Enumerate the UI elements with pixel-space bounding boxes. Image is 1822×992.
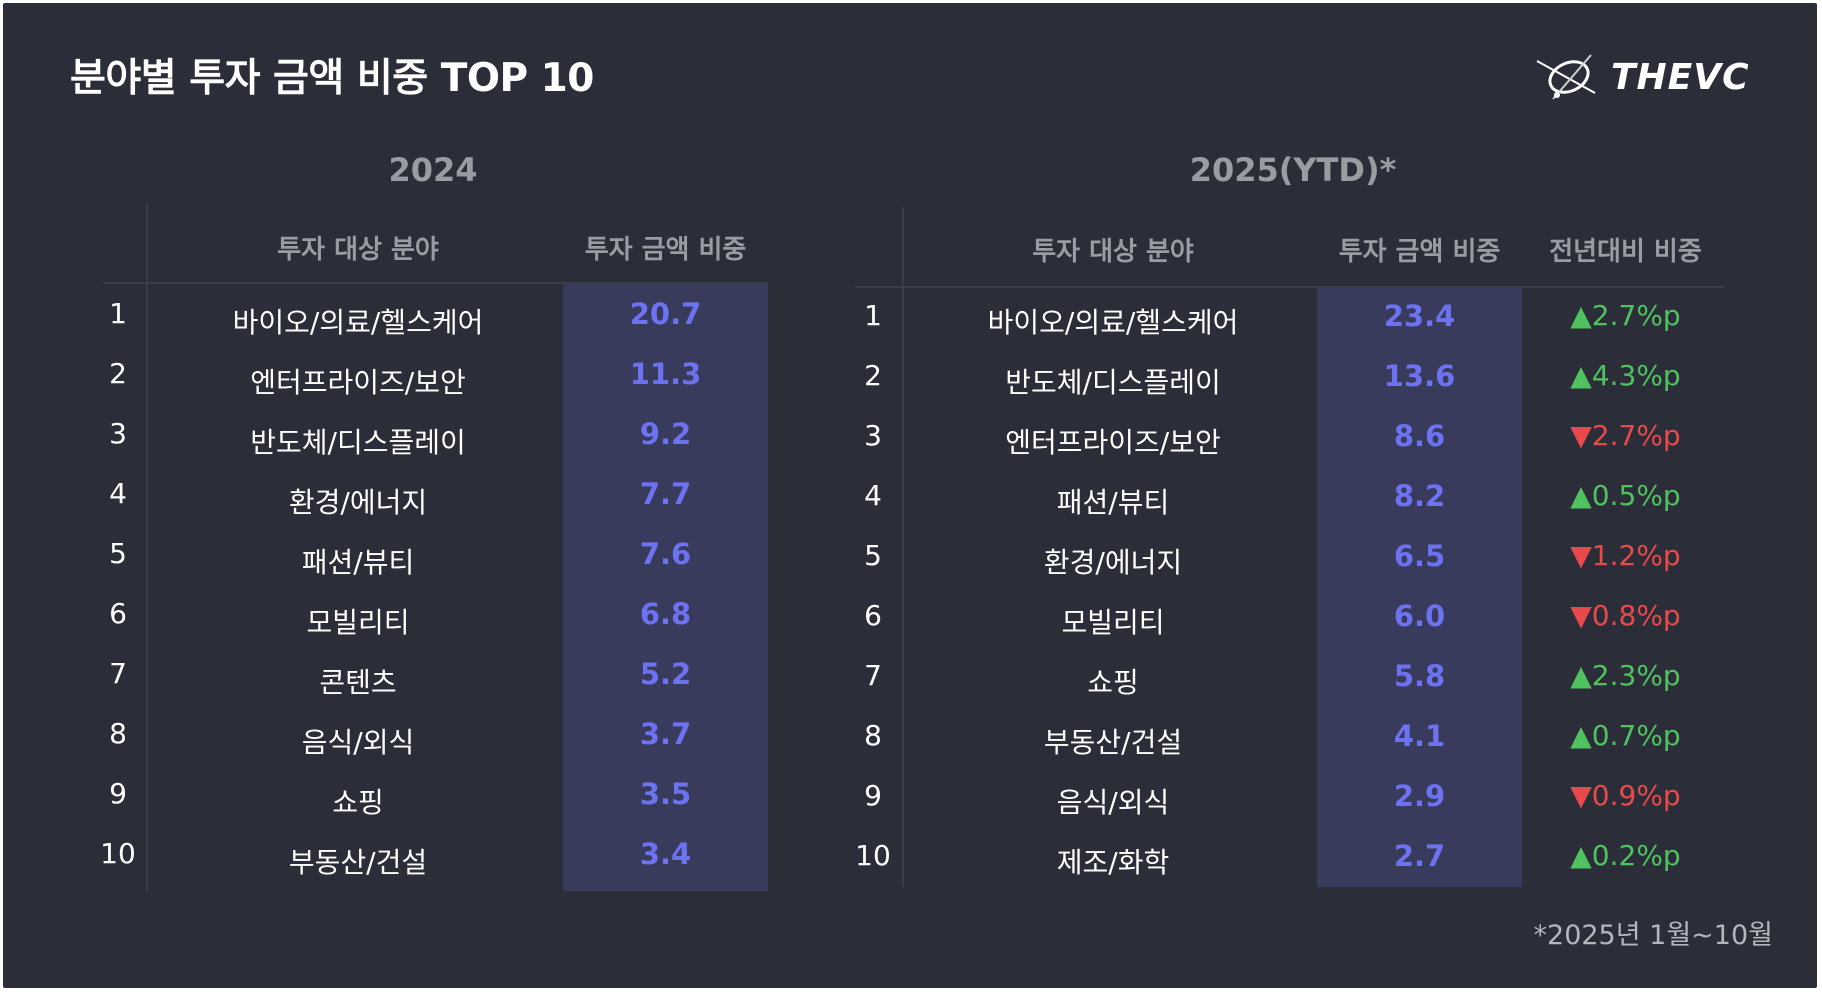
chart-card: 분야별 투자 금액 비중 TOP 10 THEVC 2024 투자 대상 분야 … bbox=[3, 3, 1817, 988]
table-2024-rank: 7 bbox=[109, 657, 127, 690]
table-2025-header-rule bbox=[855, 286, 1725, 288]
table-2025-change: ▲0.7%p bbox=[1570, 719, 1681, 752]
table-2025-share-value: 5.8 bbox=[1393, 659, 1446, 693]
table-2025-rank: 7 bbox=[864, 659, 882, 692]
table-2024-share-value: 9.2 bbox=[639, 417, 692, 451]
table-2025-share-highlight bbox=[1317, 288, 1522, 887]
table-2024-share-value: 7.6 bbox=[639, 537, 692, 571]
table-2024-rank: 2 bbox=[109, 357, 127, 390]
table-2025-category: 제조/화학 bbox=[1056, 846, 1170, 879]
table-2025-category: 음식/외식 bbox=[1056, 786, 1170, 819]
table-2025-share-value: 8.6 bbox=[1393, 419, 1446, 453]
table-2024-category: 모빌리티 bbox=[306, 606, 410, 639]
table-2025-share-value: 4.1 bbox=[1393, 719, 1446, 753]
thevc-logo: THEVC bbox=[1533, 49, 1763, 113]
table-2024-share-value: 6.8 bbox=[639, 597, 692, 631]
table-2024-category: 콘텐츠 bbox=[319, 666, 397, 699]
table-2025-category: 엔터프라이즈/보안 bbox=[1005, 426, 1221, 459]
table-2025-category: 패션/뷰티 bbox=[1056, 486, 1170, 519]
table-2024-rank: 9 bbox=[109, 777, 127, 810]
orbit-logo-icon bbox=[1536, 54, 1596, 100]
table-2024-title: 2024 bbox=[388, 151, 478, 189]
table-2025-change: ▲2.7%p bbox=[1570, 299, 1681, 332]
table-2024-share-value: 7.7 bbox=[639, 477, 692, 511]
table-2025-change: ▲0.2%p bbox=[1570, 839, 1681, 872]
table-2025-share-value: 2.9 bbox=[1393, 779, 1446, 813]
table-2024-rank: 10 bbox=[100, 837, 136, 870]
table-2025-change: ▼0.9%p bbox=[1570, 779, 1681, 812]
table-2024-rank: 4 bbox=[109, 477, 127, 510]
footnote: *2025년 1월~10월 bbox=[1533, 920, 1773, 951]
table-2025-header-change: 전년대비 비중 bbox=[1549, 237, 1702, 267]
table-2024-category: 엔터프라이즈/보안 bbox=[250, 366, 466, 399]
table-2025-share-value: 23.4 bbox=[1383, 299, 1456, 333]
table-2025-change: ▼0.8%p bbox=[1570, 599, 1681, 632]
table-2024-share-value: 3.7 bbox=[639, 717, 692, 751]
table-2025-share-value: 6.0 bbox=[1393, 599, 1446, 633]
table-2025-rank: 10 bbox=[855, 839, 891, 872]
table-2025-rank: 8 bbox=[864, 719, 882, 752]
table-2025-share-value: 6.5 bbox=[1393, 539, 1446, 573]
table-2025-category: 환경/에너지 bbox=[1043, 546, 1183, 579]
table-2024-share-highlight bbox=[563, 284, 768, 891]
table-2024-rank-divider bbox=[146, 203, 148, 891]
table-2025-change: ▼2.7%p bbox=[1570, 419, 1681, 452]
table-2024-category: 반도체/디스플레이 bbox=[250, 426, 466, 459]
table-2024-category: 부동산/건설 bbox=[288, 846, 428, 879]
table-2025-rank: 4 bbox=[864, 479, 882, 512]
table-2025-header-share: 투자 금액 비중 bbox=[1338, 237, 1501, 267]
table-2024-category: 환경/에너지 bbox=[288, 486, 428, 519]
page-title: 분야별 투자 금액 비중 TOP 10 bbox=[70, 56, 594, 101]
table-2025-share-value: 13.6 bbox=[1383, 359, 1456, 393]
table-2025-category: 부동산/건설 bbox=[1043, 726, 1183, 759]
table-2024-rank: 5 bbox=[109, 537, 127, 570]
table-2025-change: ▲4.3%p bbox=[1570, 359, 1681, 392]
table-2025-rank: 9 bbox=[864, 779, 882, 812]
table-2025-share-value: 2.7 bbox=[1393, 839, 1446, 873]
table-2024-header-rule bbox=[103, 282, 768, 284]
table-2024-header-share: 투자 금액 비중 bbox=[584, 235, 747, 265]
table-2025-change: ▲2.3%p bbox=[1570, 659, 1681, 692]
table-2024-category: 패션/뷰티 bbox=[301, 546, 415, 579]
table-2024-rank: 6 bbox=[109, 597, 127, 630]
table-2024-rank: 8 bbox=[109, 717, 127, 750]
table-2025-share-value: 8.2 bbox=[1393, 479, 1446, 513]
table-2024-share-value: 5.2 bbox=[639, 657, 692, 691]
table-2025-category: 쇼핑 bbox=[1087, 666, 1139, 699]
table-2025-header-category: 투자 대상 분야 bbox=[1032, 237, 1194, 267]
logo-text: THEVC bbox=[1611, 57, 1750, 98]
table-2025-rank: 2 bbox=[864, 359, 882, 392]
table-2025-change: ▼1.2%p bbox=[1570, 539, 1681, 572]
table-2025-rank: 3 bbox=[864, 419, 882, 452]
table-2024-share-value: 3.4 bbox=[639, 837, 692, 871]
table-2024-category: 음식/외식 bbox=[301, 726, 415, 759]
table-2024-rank: 3 bbox=[109, 417, 127, 450]
table-2024-category: 바이오/의료/헬스케어 bbox=[232, 306, 484, 339]
table-2024-header-category: 투자 대상 분야 bbox=[277, 235, 439, 265]
table-2024-share-value: 11.3 bbox=[629, 357, 702, 391]
table-2024-share-value: 3.5 bbox=[639, 777, 692, 811]
table-2025-rank: 5 bbox=[864, 539, 882, 572]
table-2025-title: 2025(YTD)* bbox=[1189, 151, 1397, 189]
table-2024-rank: 1 bbox=[109, 297, 127, 330]
table-2025-category: 바이오/의료/헬스케어 bbox=[987, 306, 1239, 339]
table-2024-category: 쇼핑 bbox=[332, 786, 384, 819]
table-2025-rank: 6 bbox=[864, 599, 882, 632]
table-2025-change: ▲0.5%p bbox=[1570, 479, 1681, 512]
table-2025-rank: 1 bbox=[864, 299, 882, 332]
table-2024-share-value: 20.7 bbox=[629, 297, 702, 331]
table-2025-category: 반도체/디스플레이 bbox=[1005, 366, 1221, 399]
table-2025-category: 모빌리티 bbox=[1061, 606, 1165, 639]
table-2025-rank-divider bbox=[902, 207, 904, 887]
